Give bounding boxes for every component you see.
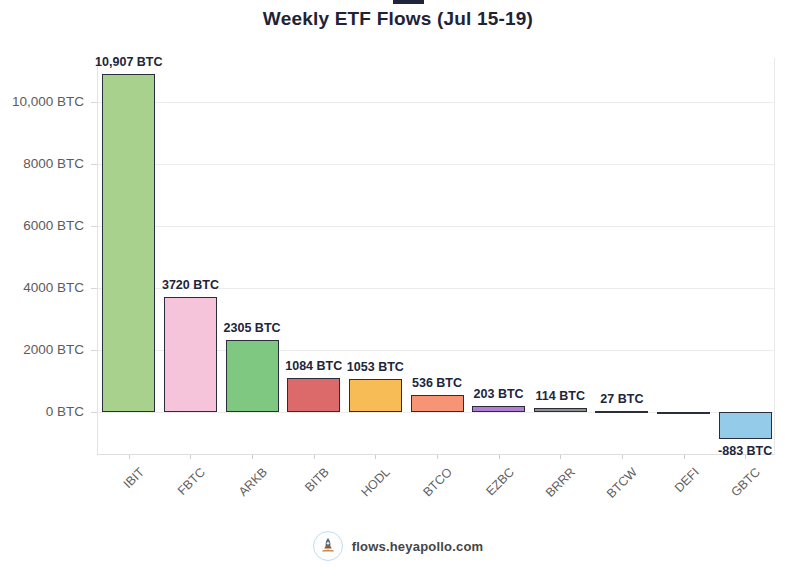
x-tick-mark [129, 455, 130, 459]
bar-BTCW [595, 411, 648, 413]
y-tick-label-10000: 10,000 BTC [12, 94, 84, 109]
x-tick-mark [622, 455, 623, 459]
apollo-rocket-icon [313, 531, 343, 561]
x-tick-label-BITB: BITB [302, 465, 332, 495]
bar-GBTC [719, 412, 772, 439]
x-tick-mark [314, 455, 315, 459]
y-tick-label-2000: 2000 BTC [23, 342, 84, 357]
bar-BRRR [534, 408, 587, 412]
bar-value-label-FBTC: 3720 BTC [162, 278, 219, 292]
x-tick-mark [252, 455, 253, 459]
x-tick-label-FBTC: FBTC [175, 465, 208, 498]
y-tick-mark [91, 164, 97, 165]
top-crop-mark [393, 0, 424, 4]
etf-flows-chart-figure: Weekly ETF Flows (Jul 15-19) 0 BTC2000 B… [0, 0, 796, 575]
y-tick-mark [91, 288, 97, 289]
x-tick-label-BTCO: BTCO [420, 465, 454, 499]
x-tick-mark [375, 455, 376, 459]
x-tick-label-HODL: HODL [359, 465, 393, 499]
bar-ARKB [226, 340, 279, 411]
y-tick-label-0: 0 BTC [46, 404, 84, 419]
bar-IBIT [102, 74, 155, 412]
bar-chart-plot-area: 0 BTC2000 BTC4000 BTC6000 BTC8000 BTC10,… [97, 58, 775, 455]
bar-value-label-BTCW: 27 BTC [600, 392, 643, 406]
watermark: flows.heyapollo.com [0, 531, 796, 561]
bar-BTCO [411, 395, 464, 412]
bar-value-label-ARKB: 2305 BTC [224, 321, 281, 335]
x-tick-label-GBTC: GBTC [729, 465, 763, 499]
x-tick-mark [560, 455, 561, 459]
y-tick-mark [91, 350, 97, 351]
bar-FBTC [164, 297, 217, 412]
x-tick-mark [745, 455, 746, 459]
bar-value-label-EZBC: 203 BTC [474, 387, 524, 401]
y-tick-mark [91, 226, 97, 227]
bar-value-label-IBIT: 10,907 BTC [95, 55, 162, 69]
x-tick-label-BTCW: BTCW [604, 465, 640, 501]
gridline-6000 [98, 226, 774, 227]
x-tick-label-DEFI: DEFI [671, 465, 701, 495]
y-tick-label-8000: 8000 BTC [23, 156, 84, 171]
bar-value-label-HODL: 1053 BTC [347, 360, 404, 374]
bar-value-label-BITB: 1084 BTC [285, 359, 342, 373]
bar-HODL [349, 379, 402, 412]
x-tick-label-ARKB: ARKB [236, 465, 270, 499]
bar-BITB [287, 378, 340, 412]
x-tick-mark [499, 455, 500, 459]
gridline-10000 [98, 102, 774, 103]
x-tick-mark [190, 455, 191, 459]
gridline-8000 [98, 164, 774, 165]
x-tick-label-BRRR: BRRR [543, 465, 578, 500]
x-tick-label-IBIT: IBIT [121, 465, 147, 491]
y-tick-mark [91, 102, 97, 103]
watermark-url: flows.heyapollo.com [352, 539, 484, 554]
bar-EZBC [472, 406, 525, 412]
bar-value-label-BTCO: 536 BTC [412, 376, 462, 390]
x-tick-label-EZBC: EZBC [483, 465, 516, 498]
chart-title: Weekly ETF Flows (Jul 15-19) [0, 8, 796, 30]
y-tick-label-6000: 6000 BTC [23, 218, 84, 233]
x-tick-mark [437, 455, 438, 459]
bar-value-label-BRRR: 114 BTC [536, 389, 585, 403]
bar-DEFI [657, 412, 710, 414]
y-tick-label-4000: 4000 BTC [23, 280, 84, 295]
y-tick-mark [91, 412, 97, 413]
x-tick-mark [684, 455, 685, 459]
